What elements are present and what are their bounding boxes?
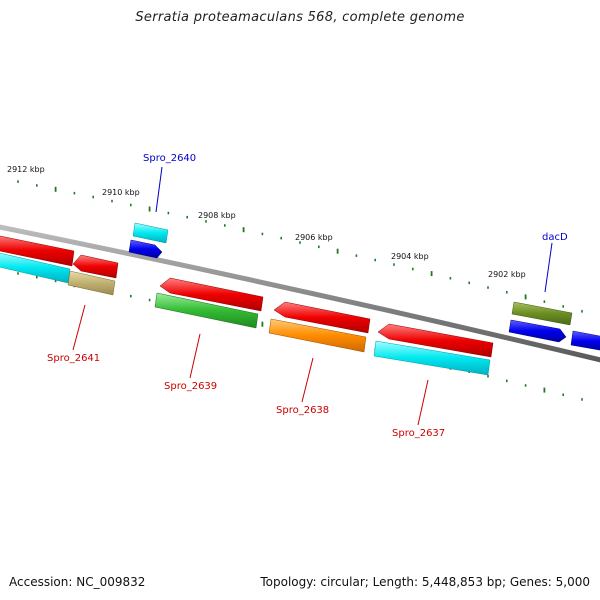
gene-label[interactable]: Spro_2640 xyxy=(143,153,196,164)
gene-label[interactable]: Spro_2641 xyxy=(47,353,100,364)
gene-spro-2637-red[interactable] xyxy=(377,323,494,358)
accession-label: Accession: NC_009832 xyxy=(9,575,146,589)
leader-dacd xyxy=(544,242,553,293)
leader-spro-2639 xyxy=(189,333,201,379)
leader-spro-2638 xyxy=(301,357,314,403)
leader-spro-2640 xyxy=(155,166,163,213)
scale-label: 2906 kbp xyxy=(295,233,333,242)
gene-label[interactable]: Spro_2639 xyxy=(164,381,217,392)
scale-label: 2904 kbp xyxy=(391,252,429,261)
scale-label: 2902 kbp xyxy=(488,270,526,279)
gene-spro-2641[interactable] xyxy=(67,270,116,296)
gene-dacd-blue[interactable] xyxy=(508,319,567,343)
scale-label: 2910 kbp xyxy=(102,188,140,197)
scale-labels: 2912 kbp 2910 kbp 2908 kbp 2906 kbp 2904… xyxy=(7,165,526,279)
gene-spro-2637[interactable] xyxy=(373,340,491,376)
gene-dacd[interactable] xyxy=(511,301,573,326)
gene-spro-2639[interactable] xyxy=(154,292,259,329)
scale-label: 2912 kbp xyxy=(7,165,45,174)
gene-cyan-left[interactable] xyxy=(0,252,71,284)
minus-strand-genes xyxy=(0,235,494,376)
gene-spro-2639-red[interactable] xyxy=(159,277,264,312)
gene-spro-2640-blue[interactable] xyxy=(128,239,163,259)
gene-red-left-2[interactable] xyxy=(72,254,119,279)
gene-labels: Spro_2640 dacD Spro_2641 Spro_2639 Spro_… xyxy=(47,153,568,439)
leader-spro-2637 xyxy=(417,379,429,426)
gene-spro-2638-red[interactable] xyxy=(273,301,371,334)
genome-summary: Topology: circular; Length: 5,448,853 bp… xyxy=(260,575,590,589)
gene-spro-2638[interactable] xyxy=(268,318,367,353)
gene-red-left[interactable] xyxy=(0,235,75,267)
gene-label[interactable]: dacD xyxy=(542,232,568,243)
gene-spro-2640[interactable] xyxy=(132,222,169,244)
leader-lines xyxy=(72,166,553,426)
genome-backbone xyxy=(0,224,600,363)
map-title: Serratia proteamaculans 568, complete ge… xyxy=(135,10,465,25)
gene-blue-edge[interactable] xyxy=(570,330,600,351)
gene-label[interactable]: Spro_2638 xyxy=(276,405,329,416)
gene-label[interactable]: Spro_2637 xyxy=(392,428,445,439)
scale-label: 2908 kbp xyxy=(198,211,236,220)
leader-spro-2641 xyxy=(72,304,86,351)
plus-strand-genes xyxy=(128,222,600,351)
